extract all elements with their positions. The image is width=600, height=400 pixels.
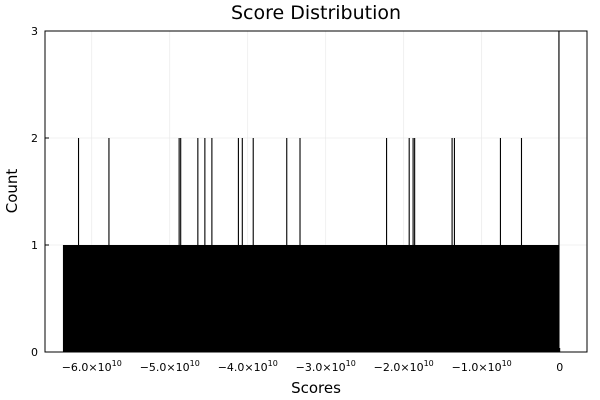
x-axis-label: Scores: [291, 379, 341, 397]
x-tick-label-0: −6.0×1010: [62, 359, 122, 374]
x-tick-label-1: −5.0×1010: [140, 359, 200, 374]
x-axis-ticks: −6.0×1010 −5.0×1010 −4.0×1010 −3.0×1010 −2.0…: [62, 348, 563, 374]
x-tick-label-6: 0: [556, 361, 563, 374]
y-tick-label-3: 3: [31, 25, 38, 38]
y-tick-label-2: 2: [31, 132, 38, 145]
histogram-base-bars: [62, 245, 559, 352]
histogram-bars: [62, 31, 560, 352]
y-axis-label: Count: [3, 169, 21, 214]
x-tick-label-3: −3.0×1010: [296, 359, 356, 374]
plot-frame: [44, 30, 588, 353]
x-tick-label-5: −1.0×1010: [452, 359, 512, 374]
x-tick-label-2: −4.0×1010: [218, 359, 278, 374]
chart-title: Score Distribution: [231, 2, 401, 24]
y-axis-ticks: 0 1 2 3: [31, 25, 49, 359]
y-tick-label-1: 1: [31, 239, 38, 252]
y-tick-label-0: 0: [31, 346, 38, 359]
x-tick-label-4: −2.0×1010: [374, 359, 434, 374]
